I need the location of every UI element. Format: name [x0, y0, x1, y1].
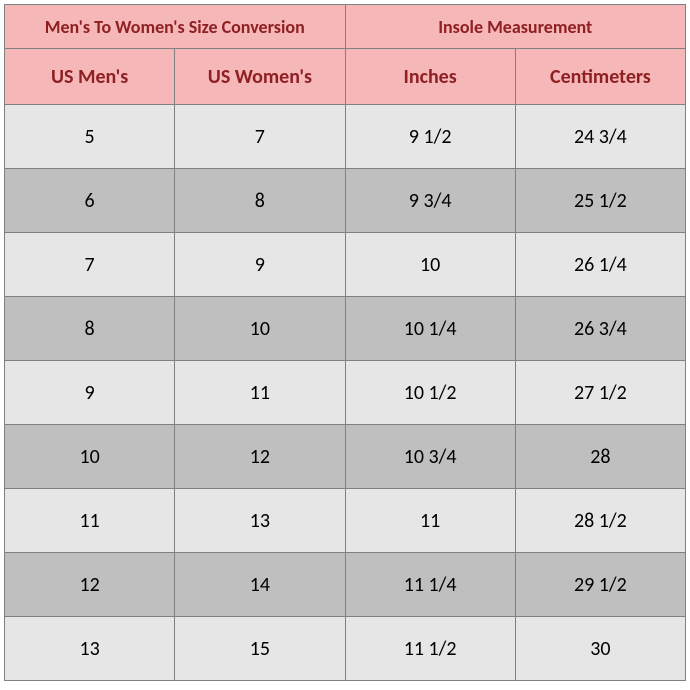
table-cell: 10	[5, 425, 175, 489]
group-header-left: Men's To Women's Size Conversion	[5, 5, 346, 49]
table-cell: 9 1/2	[345, 105, 515, 169]
table-cell: 8	[175, 169, 345, 233]
table-cell: 11	[345, 489, 515, 553]
table-cell: 11	[175, 361, 345, 425]
table-cell: 7	[5, 233, 175, 297]
group-header-row: Men's To Women's Size Conversion Insole …	[5, 5, 686, 49]
table-cell: 11	[5, 489, 175, 553]
table-cell: 9	[175, 233, 345, 297]
group-header-right: Insole Measurement	[345, 5, 686, 49]
table-row: 91110 1/227 1/2	[5, 361, 686, 425]
table-cell: 26 3/4	[515, 297, 685, 361]
table-row: 689 3/425 1/2	[5, 169, 686, 233]
table-cell: 13	[175, 489, 345, 553]
table-cell: 28	[515, 425, 685, 489]
table-cell: 9 3/4	[345, 169, 515, 233]
col-header-us-womens: US Women's	[175, 49, 345, 105]
table-cell: 14	[175, 553, 345, 617]
table-cell: 10 1/4	[345, 297, 515, 361]
table-cell: 10	[345, 233, 515, 297]
table-row: 81010 1/426 3/4	[5, 297, 686, 361]
sub-header-row: US Men's US Women's Inches Centimeters	[5, 49, 686, 105]
table-cell: 12	[5, 553, 175, 617]
col-header-inches: Inches	[345, 49, 515, 105]
table-cell: 10	[175, 297, 345, 361]
table-row: 101210 3/428	[5, 425, 686, 489]
table-cell: 26 1/4	[515, 233, 685, 297]
table-cell: 6	[5, 169, 175, 233]
table-row: 11131128 1/2	[5, 489, 686, 553]
table-cell: 27 1/2	[515, 361, 685, 425]
table-cell: 24 3/4	[515, 105, 685, 169]
table-cell: 15	[175, 617, 345, 681]
table-cell: 9	[5, 361, 175, 425]
table-cell: 30	[515, 617, 685, 681]
table-cell: 25 1/2	[515, 169, 685, 233]
table-row: 131511 1/230	[5, 617, 686, 681]
table-row: 579 1/224 3/4	[5, 105, 686, 169]
table-cell: 28 1/2	[515, 489, 685, 553]
table-cell: 10 1/2	[345, 361, 515, 425]
col-header-centimeters: Centimeters	[515, 49, 685, 105]
size-conversion-table: Men's To Women's Size Conversion Insole …	[4, 4, 686, 681]
table-row: 791026 1/4	[5, 233, 686, 297]
table-cell: 7	[175, 105, 345, 169]
table-cell: 10 3/4	[345, 425, 515, 489]
table-body: 579 1/224 3/4689 3/425 1/2791026 1/48101…	[5, 105, 686, 681]
table-cell: 12	[175, 425, 345, 489]
table-cell: 8	[5, 297, 175, 361]
col-header-us-mens: US Men's	[5, 49, 175, 105]
size-conversion-table-container: Men's To Women's Size Conversion Insole …	[0, 0, 690, 690]
table-row: 121411 1/429 1/2	[5, 553, 686, 617]
table-cell: 5	[5, 105, 175, 169]
table-cell: 11 1/2	[345, 617, 515, 681]
table-cell: 29 1/2	[515, 553, 685, 617]
table-cell: 11 1/4	[345, 553, 515, 617]
table-cell: 13	[5, 617, 175, 681]
table-header: Men's To Women's Size Conversion Insole …	[5, 5, 686, 105]
